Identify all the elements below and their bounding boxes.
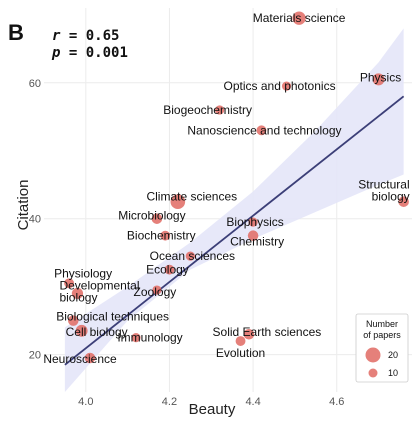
legend-label-10: 10 [388, 368, 398, 378]
data-point-0 [292, 11, 306, 25]
point-label-18: Immunology [117, 331, 182, 345]
x-axis-ticks: 4.0 4.2 4.4 4.6 [78, 396, 344, 408]
y-tick-label-1: 40 [29, 214, 41, 226]
data-point-8 [248, 217, 258, 227]
point-label-19: Solid Earth sciences [213, 325, 322, 339]
legend-swatch-10 [368, 368, 378, 378]
data-point-18 [131, 333, 141, 343]
confidence-band-layer [64, 28, 404, 393]
data-point-2 [281, 81, 292, 91]
regression-line [64, 95, 405, 366]
confidence-band [64, 28, 404, 393]
point-label-9: Chemistry [230, 235, 284, 249]
point-label-4: Nanoscience and technology [187, 123, 341, 137]
data-point-9 [247, 230, 259, 241]
point-label-11: Ocean sciences [150, 249, 235, 263]
y-tick-label-2: 60 [29, 78, 41, 90]
y-axis-ticks: 20 40 60 [29, 78, 41, 362]
data-point-6 [170, 194, 186, 210]
data-point-7 [151, 213, 163, 224]
data-point-14 [71, 287, 84, 300]
point-label-7: Microbiology [118, 209, 185, 223]
point-label-16: Biological techniques [56, 310, 169, 324]
point-label-2: Optics and photonics [224, 79, 336, 93]
point-label-17: Cell biology [66, 325, 128, 339]
x-tick-label-2: 4.4 [245, 396, 260, 408]
point-label-3: Biogeochemistry [163, 103, 252, 117]
point-label-13: Physiology [54, 266, 112, 280]
data-point-4 [256, 125, 267, 136]
x-axis-title: Beauty [189, 401, 236, 418]
data-point-13 [64, 278, 75, 289]
data-point-19 [243, 328, 255, 340]
data-point-1 [372, 73, 385, 86]
data-point-3 [215, 105, 225, 115]
y-axis-title: Citation [15, 180, 32, 231]
data-point-20 [235, 336, 246, 346]
data-point-15 [152, 285, 162, 295]
data-point-16 [67, 315, 79, 326]
point-label-14: Developmental biology [59, 278, 139, 304]
point-label-20: Evolution [216, 346, 265, 360]
x-tick-label-0: 4.0 [78, 396, 93, 408]
data-point-11 [185, 251, 195, 261]
point-label-8: Biophysics [226, 215, 283, 229]
y-tick-label-0: 20 [29, 350, 41, 362]
point-label-6: Climate sciences [146, 190, 237, 204]
data-labels: Materials science Physics Optics and photo… [43, 11, 409, 366]
data-point-21 [84, 352, 96, 364]
size-legend: Number of papers 20 10 [355, 313, 409, 383]
legend-title-line1: Number [366, 319, 398, 329]
p-statistic: p = 0.001 [51, 45, 128, 61]
data-point-10 [160, 230, 171, 241]
point-label-0: Materials science [253, 11, 346, 25]
regression-line-layer [64, 95, 405, 366]
data-point-12 [164, 264, 175, 275]
point-label-12: Ecology [146, 263, 189, 277]
point-label-15: Zoology [134, 285, 177, 299]
data-points [64, 11, 409, 364]
point-label-21: Neuroscience [43, 352, 117, 366]
data-point-5 [398, 196, 409, 207]
data-point-17 [75, 324, 88, 337]
panel-letter: B [8, 20, 24, 45]
legend-box [355, 313, 409, 383]
legend-label-20: 20 [388, 350, 398, 360]
point-label-10: Biochemistry [127, 229, 196, 243]
point-label-1: Physics [360, 70, 401, 84]
r-statistic: r = 0.65 [52, 28, 119, 44]
legend-title-line2: of papers [363, 330, 401, 340]
legend-swatch-20 [365, 347, 381, 363]
point-label-5: Structural biology [358, 178, 409, 204]
x-tick-label-1: 4.2 [162, 396, 177, 408]
x-tick-label-3: 4.6 [329, 396, 344, 408]
